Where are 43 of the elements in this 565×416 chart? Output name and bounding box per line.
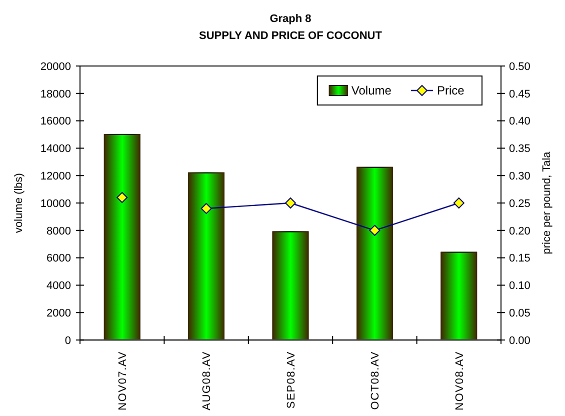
x-tick-label: OCT08.AV [370, 351, 382, 410]
y-tick-label: 0 [64, 334, 71, 347]
chart-subtitle: SUPPLY AND PRICE OF COCONUT [199, 30, 382, 42]
y-tick-label: 16000 [40, 116, 71, 128]
y2-tick-label: 0.00 [509, 334, 530, 347]
y-tick-label: 10000 [40, 198, 71, 210]
chart-title: Graph 8 [270, 13, 312, 25]
point [116, 192, 128, 204]
y2-tick-label: 0.50 [509, 60, 530, 73]
y2-tick-label: 0.40 [509, 116, 530, 128]
point [200, 202, 212, 214]
y-tick-label: 18000 [40, 88, 71, 100]
legend-label: Price [437, 84, 465, 98]
point [369, 224, 380, 236]
y-tick-label: 12000 [40, 170, 71, 182]
bar [188, 172, 224, 340]
y2-tick-label: 0.10 [509, 280, 530, 292]
y-tick-label: 4000 [46, 280, 71, 292]
point [285, 198, 296, 208]
y-tick-label: 20000 [40, 60, 71, 73]
y2-tick-label: 0.25 [509, 198, 530, 210]
bar [440, 252, 478, 340]
legend-label: Volume [351, 84, 392, 98]
y-tick-label: 6000 [46, 252, 71, 265]
y2-tick-label: 0.30 [509, 170, 530, 182]
x-tick-label: AUG08.AV [201, 351, 214, 410]
bar [356, 166, 393, 340]
y-tick-label: 2000 [46, 307, 71, 320]
x-tick-label: SEP08.AV [285, 351, 298, 409]
y2-axis-title: price per pound, Tala [540, 150, 553, 254]
bar [272, 231, 309, 340]
y-axis-title: volume (lbs) [12, 173, 25, 233]
y2-tick-label: 0.20 [509, 225, 530, 238]
y-tick-label: 8000 [46, 225, 71, 238]
x-tick-label: NOV07.AV [116, 351, 129, 410]
x-tick-label: NOV08.AV [454, 351, 466, 410]
y2-tick-label: 0.05 [509, 307, 530, 320]
y2-tick-label: 0.45 [509, 88, 530, 100]
y2-tick-label: 0.15 [509, 252, 530, 265]
bar [104, 134, 140, 340]
y2-tick-label: 0.35 [509, 143, 530, 156]
y-tick-label: 14000 [40, 143, 71, 156]
point [453, 198, 464, 208]
